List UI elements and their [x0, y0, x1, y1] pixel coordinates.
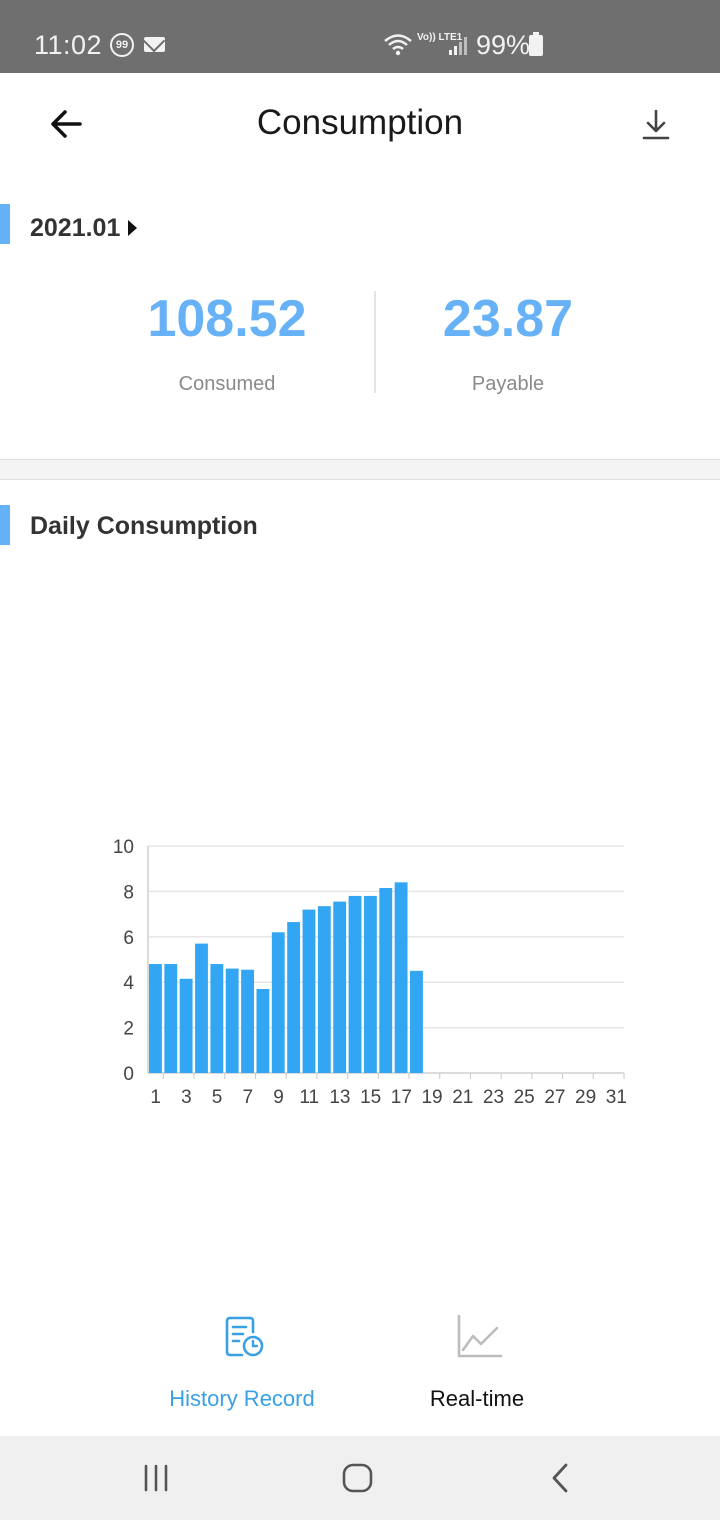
x-tick-label: 15 — [360, 1087, 381, 1108]
bar — [179, 978, 193, 1073]
recent-apps-icon[interactable] — [126, 1458, 186, 1498]
bar — [164, 964, 178, 1073]
y-tick-label: 0 — [123, 1064, 134, 1085]
bar — [195, 943, 208, 1073]
bar — [348, 895, 362, 1073]
section-separator — [0, 459, 720, 480]
home-icon[interactable] — [328, 1458, 388, 1498]
bar — [302, 909, 316, 1073]
bar — [225, 968, 239, 1073]
system-nav-bar — [0, 1436, 720, 1520]
month-selector[interactable]: 2021.01 — [30, 208, 138, 248]
bar — [410, 970, 423, 1073]
x-tick-label: 31 — [606, 1087, 627, 1108]
stat-divider — [374, 291, 376, 393]
history-record-icon — [225, 1316, 264, 1357]
consumed-stat: 108.52 Consumed — [77, 287, 377, 396]
payable-stat: 23.87 Payable — [358, 287, 658, 396]
bar — [241, 969, 254, 1073]
section-marker — [0, 505, 10, 545]
tab-real-time-label: Real-time — [429, 1386, 525, 1411]
x-tick-label: 21 — [452, 1087, 473, 1108]
bar — [287, 922, 301, 1073]
bar — [363, 895, 377, 1073]
back-icon[interactable] — [530, 1458, 590, 1498]
mail-icon — [144, 37, 165, 52]
status-time: 11:02 — [34, 30, 103, 60]
bar — [256, 989, 270, 1073]
x-tick-label: 5 — [212, 1087, 223, 1108]
x-tick-label: 11 — [299, 1087, 319, 1108]
lte-icon: Vo)) LTE1 — [417, 32, 463, 43]
x-tick-label: 17 — [391, 1087, 412, 1108]
arrow-left-icon[interactable] — [44, 101, 90, 147]
bar — [379, 887, 393, 1073]
y-tick-label: 8 — [123, 882, 134, 903]
download-icon[interactable] — [634, 103, 678, 147]
y-tick-label: 2 — [123, 1019, 134, 1040]
tab-history-record[interactable]: History Record — [122, 1290, 362, 1430]
bar — [394, 882, 408, 1073]
battery-percent: 99% — [476, 30, 531, 60]
x-tick-label: 27 — [544, 1087, 565, 1108]
tab-real-time[interactable]: Real-time — [357, 1290, 597, 1430]
page-title: Consumption — [256, 103, 464, 142]
payable-label: Payable — [471, 373, 545, 395]
y-tick-label: 10 — [113, 837, 134, 858]
line-chart-icon — [457, 1314, 503, 1358]
bar — [149, 964, 162, 1073]
x-tick-label: 7 — [243, 1087, 254, 1108]
x-tick-label: 19 — [421, 1087, 442, 1108]
status-bar: 11:02 99 Vo)) LTE1 99% — [0, 0, 720, 73]
x-tick-label: 3 — [181, 1087, 192, 1108]
x-tick-label: 9 — [273, 1087, 284, 1108]
consumed-label: Consumed — [178, 373, 276, 395]
x-tick-label: 13 — [329, 1087, 350, 1108]
section-marker — [0, 204, 10, 244]
app-header: Consumption — [0, 73, 720, 173]
bar — [333, 901, 347, 1073]
month-label: 2021.01 — [30, 213, 121, 242]
notification-count-icon: 99 — [110, 33, 134, 57]
bar — [317, 906, 331, 1073]
bar — [210, 964, 224, 1073]
consumed-value: 108.52 — [147, 290, 307, 348]
x-tick-label: 25 — [514, 1087, 535, 1108]
caret-right-icon — [128, 220, 138, 236]
y-tick-label: 6 — [123, 928, 134, 949]
x-tick-label: 1 — [150, 1087, 161, 1108]
x-tick-label: 29 — [575, 1087, 596, 1108]
bottom-tab-bar: History Record Real-time — [0, 1290, 720, 1435]
y-tick-label: 4 — [123, 973, 134, 994]
payable-value: 23.87 — [442, 290, 574, 348]
battery-icon — [529, 32, 543, 56]
bar — [271, 932, 285, 1073]
tab-history-record-label: History Record — [169, 1386, 315, 1411]
daily-consumption-title: Daily Consumption — [30, 512, 258, 540]
wifi-icon — [384, 34, 412, 56]
signal-icon — [449, 37, 467, 55]
x-tick-label: 23 — [483, 1087, 504, 1108]
